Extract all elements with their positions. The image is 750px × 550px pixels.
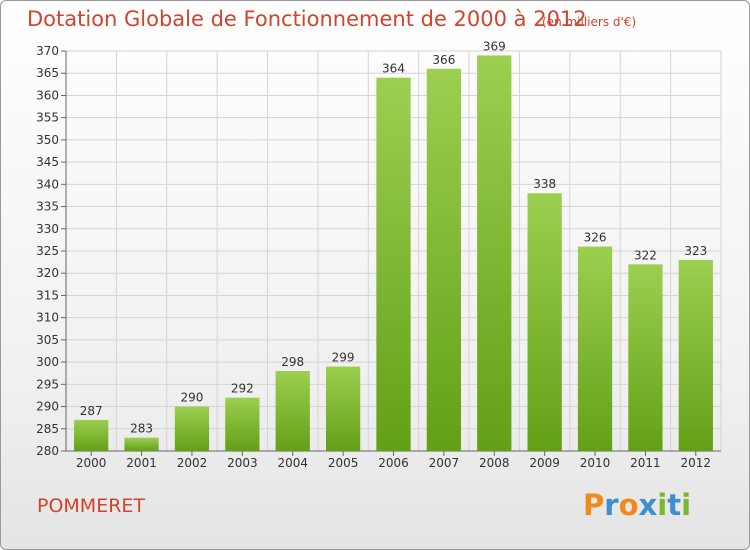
y-tick-label: 370	[36, 44, 59, 58]
bar-value-label: 298	[281, 355, 304, 369]
y-tick-label: 360	[36, 88, 59, 102]
town-name: POMMERET	[37, 495, 146, 517]
bar-value-label: 364	[382, 62, 405, 76]
y-axis-ticks: 280 285 290 295 300 305 310 315 320 325 330 335 340 3…	[36, 44, 66, 458]
bar-2001	[124, 437, 159, 451]
x-tick-label: 2005	[328, 456, 359, 470]
bar-2010	[577, 246, 613, 451]
x-tick-label: 2000	[76, 456, 107, 470]
y-tick-label: 345	[36, 155, 59, 169]
bar-value-label: 299	[332, 351, 355, 365]
logo-letter: i	[657, 488, 668, 522]
y-tick-label: 310	[36, 311, 59, 325]
bar-2005	[325, 366, 361, 451]
y-tick-label: 365	[36, 66, 59, 80]
bar-2002	[174, 406, 210, 451]
logo-letter: i	[681, 488, 692, 522]
logo-letter: P	[583, 488, 605, 522]
y-tick-label: 320	[36, 266, 59, 280]
chart-title: Dotation Globale de Fonctionnement de 20…	[27, 7, 587, 31]
bar-2003	[225, 397, 260, 451]
bar-value-label: 366	[432, 53, 455, 67]
y-tick-label: 290	[36, 400, 59, 414]
logo-letter: x	[638, 488, 658, 522]
bars	[74, 55, 713, 452]
x-tick-label: 2006	[378, 456, 409, 470]
x-tick-label: 2010	[580, 456, 611, 470]
x-tick-label: 2008	[479, 456, 510, 470]
bar-value-label: 287	[80, 404, 103, 418]
y-tick-label: 295	[36, 377, 59, 391]
bar-value-label: 283	[130, 422, 153, 436]
x-tick-label: 2009	[529, 456, 560, 470]
logo-letter: o	[618, 488, 639, 522]
logo-letter: t	[667, 488, 682, 522]
bar-2011	[628, 264, 663, 451]
proxiti-logo: Proxiti	[583, 488, 691, 522]
x-tick-label: 2003	[227, 456, 258, 470]
bar-value-labels: 287 283 290 292 298 299 364 366 369 338 326 322 323	[80, 39, 708, 435]
bar-value-label: 323	[684, 244, 707, 258]
y-tick-label: 300	[36, 355, 59, 369]
y-tick-label: 335	[36, 200, 59, 214]
x-axis-ticks: 2000 2001 2002 2003 2004 2005 2006 2007 2008 2009…	[76, 451, 711, 470]
logo-letter: r	[604, 488, 619, 522]
y-tick-label: 330	[36, 222, 59, 236]
bar-value-label: 326	[584, 231, 607, 245]
bar-2000	[74, 419, 109, 451]
x-tick-label: 2004	[277, 456, 308, 470]
bar-2006	[376, 77, 411, 452]
y-tick-label: 355	[36, 111, 59, 125]
bar-2009	[527, 193, 562, 451]
x-tick-label: 2001	[126, 456, 157, 470]
bar-2012	[678, 259, 713, 451]
x-tick-label: 2007	[429, 456, 460, 470]
x-tick-label: 2011	[630, 456, 661, 470]
chart-subtitle: (en milliers d'€)	[542, 15, 637, 29]
y-tick-label: 305	[36, 333, 59, 347]
y-tick-label: 325	[36, 244, 59, 258]
bar-value-label: 290	[181, 391, 204, 405]
bar-value-label: 292	[231, 382, 254, 396]
bar-value-label: 322	[634, 248, 657, 262]
y-tick-label: 340	[36, 177, 59, 191]
y-tick-label: 280	[36, 444, 59, 458]
y-tick-label: 315	[36, 288, 59, 302]
y-tick-label: 285	[36, 422, 59, 436]
bar-2008	[477, 55, 512, 451]
y-tick-label: 350	[36, 133, 59, 147]
bar-value-label: 338	[533, 177, 556, 191]
bar-2007	[426, 68, 462, 452]
bar-value-label: 369	[483, 39, 506, 53]
x-tick-label: 2002	[177, 456, 208, 470]
x-tick-label: 2012	[681, 456, 712, 470]
bar-2004	[275, 371, 310, 451]
